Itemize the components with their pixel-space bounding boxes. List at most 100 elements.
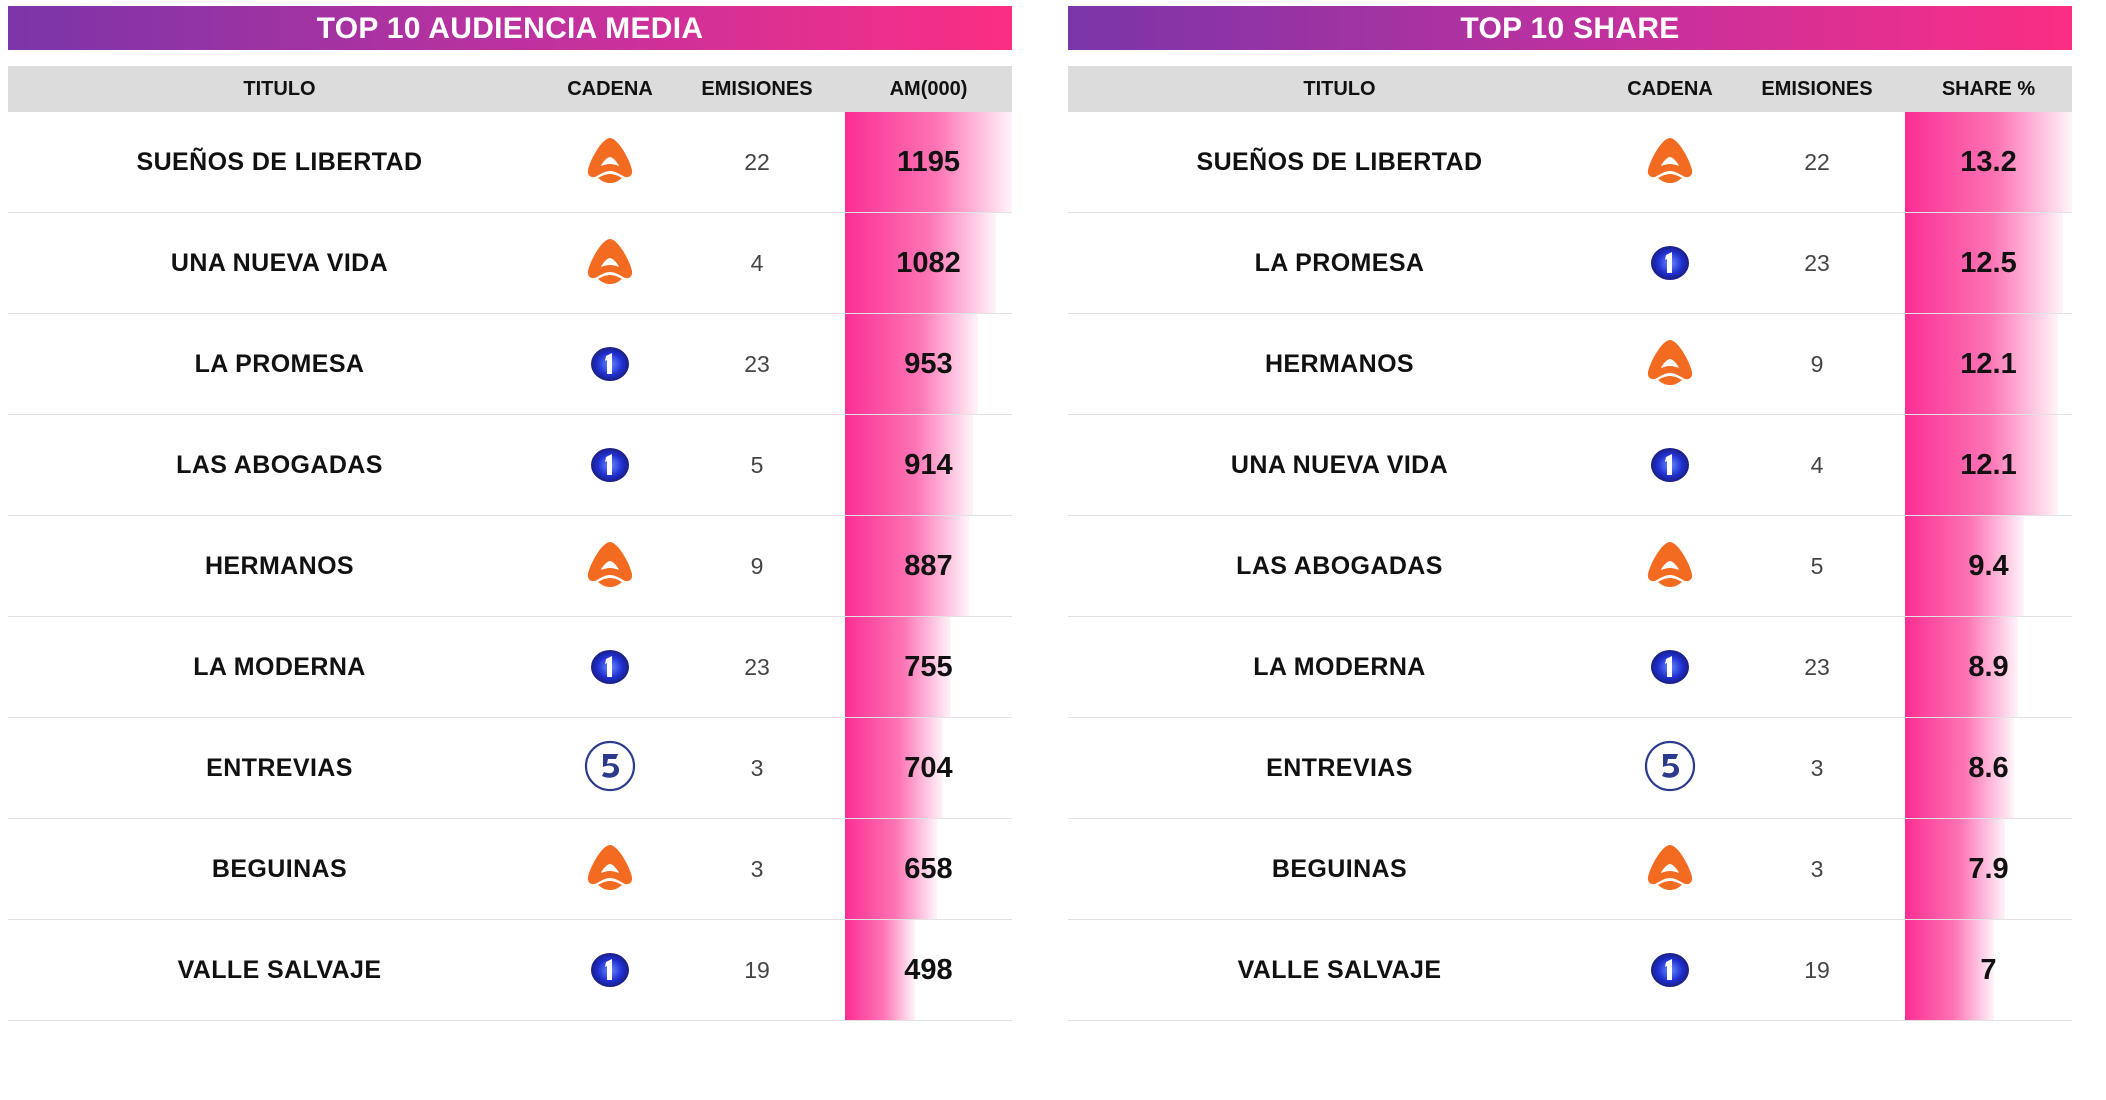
la1-logo-icon xyxy=(580,433,640,498)
table-row: LA MODERNA 23 8.9 xyxy=(1068,617,2072,718)
value-label: 7 xyxy=(1980,954,1997,986)
table-row: VALLE SALVAJE 19 7 xyxy=(1068,920,2072,1021)
table-title: TOP 10 SHARE xyxy=(1068,6,2072,50)
cadena-cell xyxy=(551,635,669,700)
cadena-cell xyxy=(1611,433,1729,498)
value-cell: 13.2 xyxy=(1905,112,2072,212)
emisiones-cell: 3 xyxy=(750,754,764,781)
value-label: 1082 xyxy=(896,247,961,279)
emisiones-cell: 23 xyxy=(1804,249,1830,276)
value-label: 1195 xyxy=(897,146,960,178)
emisiones-cell: 5 xyxy=(750,451,764,478)
value-cell: 498 xyxy=(845,920,1012,1020)
emisiones-cell: 5 xyxy=(1810,552,1824,579)
value-label: 704 xyxy=(904,752,953,784)
value-cell: 12.1 xyxy=(1905,314,2072,414)
value-cell: 887 xyxy=(845,516,1012,616)
la1-logo-icon xyxy=(1640,938,1700,1003)
column-header-titulo: TITULO xyxy=(243,77,316,100)
titulo-cell: UNA NUEVA VIDA xyxy=(170,248,389,277)
column-header-emisiones: EMISIONES xyxy=(1761,77,1873,100)
value-label: 8.6 xyxy=(1968,752,2009,784)
value-cell: 12.1 xyxy=(1905,415,2072,515)
antena3-logo-icon xyxy=(580,837,640,902)
antena3-logo-icon xyxy=(1640,837,1700,902)
emisiones-cell: 3 xyxy=(1810,855,1824,882)
value-bar xyxy=(1905,314,2059,414)
value-cell: 658 xyxy=(845,819,1012,919)
table-header: TITULO CADENA EMISIONES AM(000) xyxy=(8,66,1012,112)
antena3-logo-icon xyxy=(1640,130,1700,195)
column-header-titulo: TITULO xyxy=(1303,77,1376,100)
cadena-cell xyxy=(551,534,669,599)
antena3-logo-icon xyxy=(580,534,640,599)
value-bar xyxy=(845,920,915,1020)
value-bar xyxy=(1905,617,2018,717)
value-cell: 914 xyxy=(845,415,1012,515)
la1-logo-icon xyxy=(580,635,640,700)
column-header-am: AM(000) xyxy=(889,77,968,100)
value-bar xyxy=(1905,415,2059,515)
cadena-cell xyxy=(551,433,669,498)
titulo-cell: VALLE SALVAJE xyxy=(1237,955,1442,984)
titulo-cell: SUEÑOS DE LIBERTAD xyxy=(136,147,423,176)
table-row: SUEÑOS DE LIBERTAD 22 13.2 xyxy=(1068,112,2072,213)
table-title: TOP 10 AUDIENCIA MEDIA xyxy=(8,6,1012,50)
emisiones-cell: 23 xyxy=(744,653,770,680)
emisiones-cell: 22 xyxy=(744,148,770,175)
audiencia-media-table: TOP 10 AUDIENCIA MEDIA TITULO CADENA EMI… xyxy=(8,6,1012,1021)
column-header-cadena: CADENA xyxy=(1627,77,1713,100)
table-rows: SUEÑOS DE LIBERTAD 22 13.2 LA PROMESA 23 12.5… xyxy=(1068,112,2072,1021)
cadena-cell xyxy=(551,938,669,1003)
emisiones-cell: 22 xyxy=(1804,148,1830,175)
value-label: 887 xyxy=(904,550,953,582)
antena3-logo-icon xyxy=(580,130,640,195)
table-row: SUEÑOS DE LIBERTAD 22 1195 xyxy=(8,112,1012,213)
cadena-cell xyxy=(1611,938,1729,1003)
value-cell: 1082 xyxy=(845,213,1012,313)
antena3-logo-icon xyxy=(580,231,640,296)
value-label: 914 xyxy=(904,449,953,481)
value-label: 7.9 xyxy=(1968,853,2009,885)
table-row: BEGUINAS 3 658 xyxy=(8,819,1012,920)
value-label: 12.1 xyxy=(1960,449,2017,481)
table-row: BEGUINAS 3 7.9 xyxy=(1068,819,2072,920)
value-label: 953 xyxy=(904,348,953,380)
cadena-cell xyxy=(551,736,669,801)
value-bar xyxy=(845,112,1012,212)
cadena-cell xyxy=(551,837,669,902)
table-row: LA MODERNA 23 755 xyxy=(8,617,1012,718)
value-bar xyxy=(1905,819,2005,919)
value-label: 12.1 xyxy=(1960,348,2017,380)
emisiones-cell: 9 xyxy=(1810,350,1824,377)
value-label: 13.2 xyxy=(1960,146,2017,178)
value-bar xyxy=(845,314,979,414)
titulo-cell: ENTREVIAS xyxy=(206,753,353,782)
antena3-logo-icon xyxy=(1640,534,1700,599)
table-row: LAS ABOGADAS 5 9.4 xyxy=(1068,516,2072,617)
titulo-cell: LAS ABOGADAS xyxy=(176,450,383,479)
titulo-cell: LA PROMESA xyxy=(1254,248,1425,277)
value-label: 12.5 xyxy=(1960,247,2017,279)
value-cell: 704 xyxy=(845,718,1012,818)
value-label: 9.4 xyxy=(1968,550,2009,582)
emisiones-cell: 4 xyxy=(750,249,764,276)
emisiones-cell: 19 xyxy=(1804,956,1830,983)
titulo-cell: UNA NUEVA VIDA xyxy=(1230,450,1449,479)
value-cell: 7 xyxy=(1905,920,2072,1020)
titulo-cell: ENTREVIAS xyxy=(1266,753,1413,782)
value-cell: 7.9 xyxy=(1905,819,2072,919)
value-bar xyxy=(1905,112,2072,212)
table-row: LAS ABOGADAS 5 914 xyxy=(8,415,1012,516)
titulo-cell: BEGUINAS xyxy=(1271,854,1408,883)
emisiones-cell: 9 xyxy=(750,552,764,579)
emisiones-cell: 3 xyxy=(750,855,764,882)
la1-logo-icon xyxy=(1640,231,1700,296)
value-label: 8.9 xyxy=(1968,651,2009,683)
value-label: 755 xyxy=(904,651,953,683)
cadena-cell xyxy=(1611,837,1729,902)
table-header: TITULO CADENA EMISIONES SHARE % xyxy=(1068,66,2072,112)
column-header-cadena: CADENA xyxy=(567,77,653,100)
titulo-cell: LA PROMESA xyxy=(194,349,365,378)
telecinco-logo-icon xyxy=(580,736,640,801)
